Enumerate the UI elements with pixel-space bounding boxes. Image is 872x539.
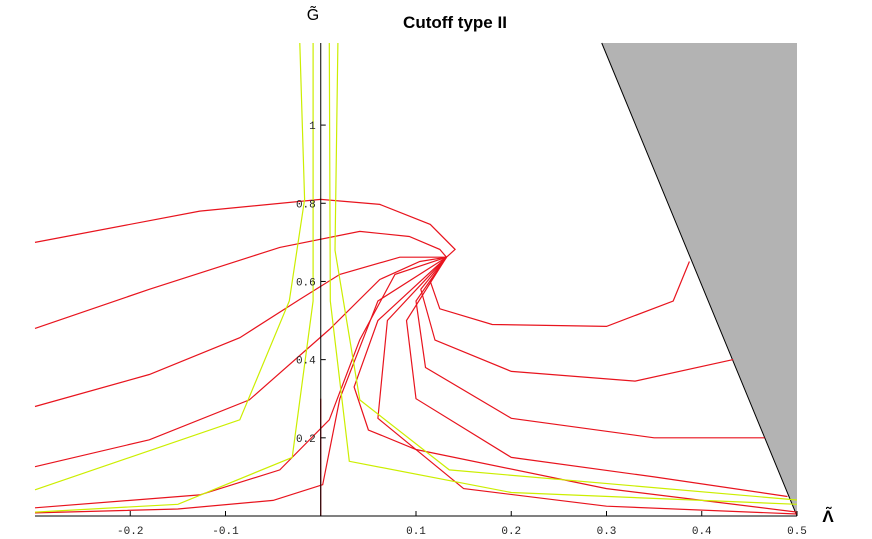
trajectory (415, 256, 765, 439)
trajectory (420, 256, 734, 382)
x-tick-label: -0.1 (212, 526, 239, 538)
chart-title: Cutoff type II (403, 13, 507, 32)
x-tick-label: 0.2 (501, 526, 521, 538)
x-tick-label: 0.1 (406, 526, 426, 538)
trajectory (353, 256, 798, 513)
trajectory (405, 256, 788, 498)
trajectory (34, 256, 447, 509)
trajectory (34, 256, 447, 468)
trajectory (429, 256, 690, 328)
trajectory (34, 43, 314, 513)
trajectory (34, 256, 447, 514)
x-tick-label: 0.4 (692, 526, 712, 538)
y-tick-label: 0.8 (296, 199, 316, 211)
trajectory (34, 42, 306, 491)
region-boundary (601, 42, 798, 517)
y-axis-label: G̃ (307, 4, 319, 24)
y-tick-label: 1 (309, 121, 316, 133)
trajectory (377, 256, 798, 515)
x-tick-label: 0.3 (597, 526, 617, 538)
y-tick-label: 0.4 (296, 356, 316, 368)
trajectory (34, 256, 447, 408)
y-tick-label: 0.6 (296, 277, 316, 289)
trajectory (334, 42, 798, 501)
trajectory (34, 198, 456, 258)
x-axis-label: Λ̃ (822, 506, 834, 526)
trajectory (34, 230, 447, 329)
y-tick-label: 0.2 (296, 434, 316, 446)
x-tick-label: -0.2 (117, 526, 143, 538)
x-tick-label: 0.5 (787, 526, 807, 538)
trajectory (328, 42, 798, 505)
